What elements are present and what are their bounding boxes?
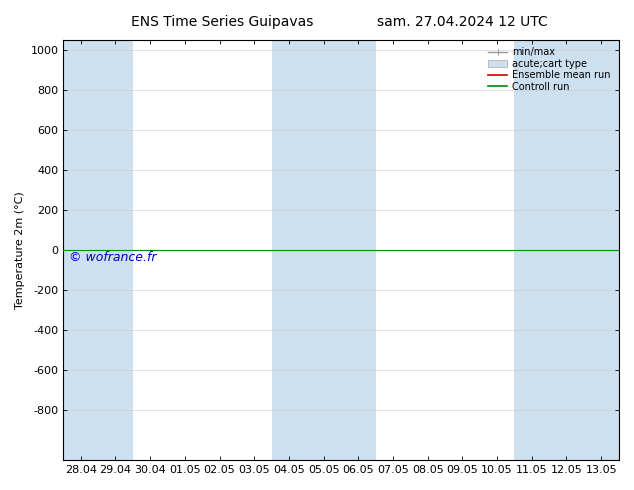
Legend: min/max, acute;cart type, Ensemble mean run, Controll run: min/max, acute;cart type, Ensemble mean …: [485, 45, 614, 95]
Y-axis label: Temperature 2m (°C): Temperature 2m (°C): [15, 191, 25, 309]
Bar: [514, 40, 619, 460]
Text: © wofrance.fr: © wofrance.fr: [69, 251, 157, 264]
Bar: [271, 40, 376, 460]
Text: ENS Time Series Guipavas: ENS Time Series Guipavas: [131, 15, 313, 29]
Text: sam. 27.04.2024 12 UTC: sam. 27.04.2024 12 UTC: [377, 15, 548, 29]
Bar: [63, 40, 133, 460]
